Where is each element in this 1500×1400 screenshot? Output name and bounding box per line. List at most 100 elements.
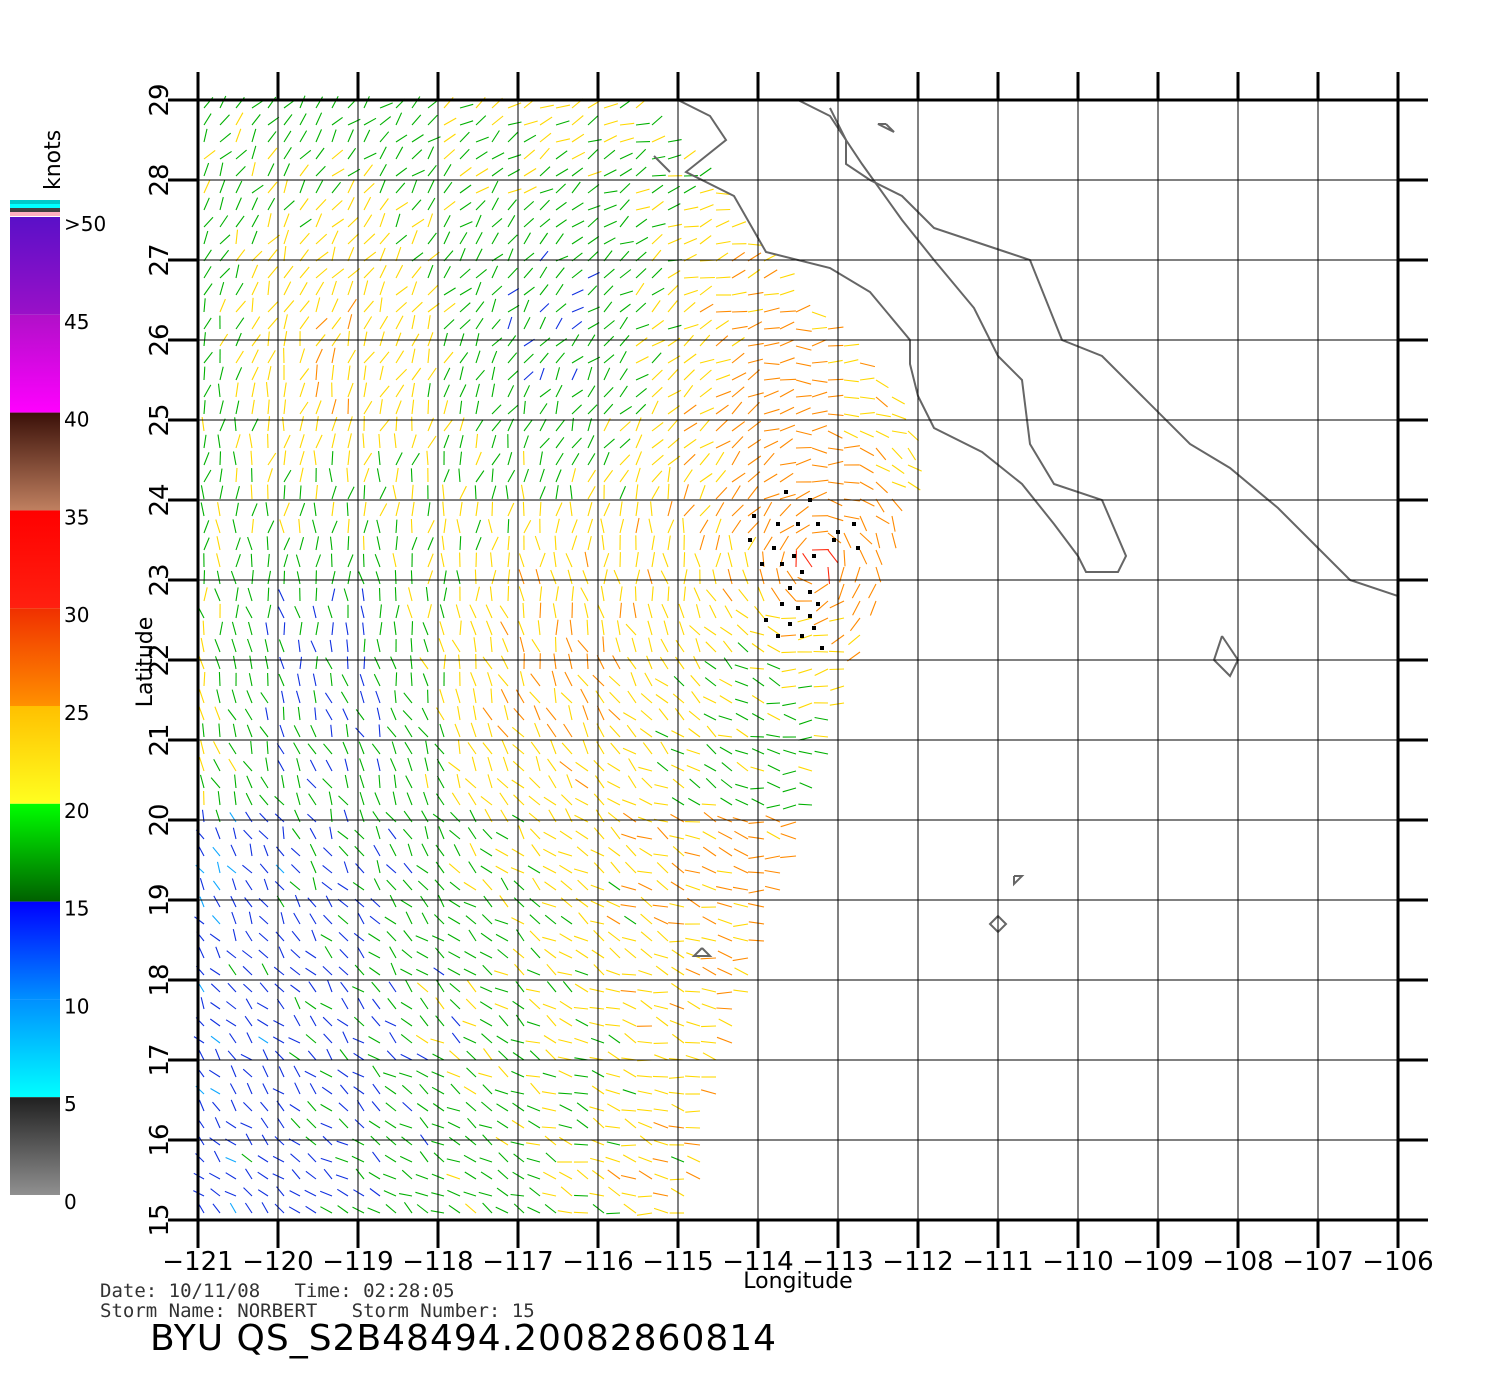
wind-vector <box>733 902 749 908</box>
wind-vector <box>651 421 664 432</box>
wind-vector <box>859 532 873 545</box>
wind-vector <box>849 617 861 632</box>
wind-vector <box>331 230 339 245</box>
wind-vector <box>232 928 237 942</box>
wind-vector <box>203 216 214 228</box>
wind-vector <box>423 639 429 653</box>
wind-vector <box>395 234 408 245</box>
wind-vector <box>701 988 717 993</box>
wind-vector <box>701 1003 717 1010</box>
wind-vector <box>297 639 301 653</box>
wind-vector <box>602 636 605 653</box>
wind-vector <box>605 1125 621 1129</box>
wind-vector <box>384 1154 397 1163</box>
wind-vector <box>458 654 461 670</box>
wind-vector <box>859 412 875 415</box>
wind-vector <box>392 791 397 806</box>
wind-vector <box>543 1035 557 1044</box>
wind-vector <box>507 215 516 228</box>
wind-vector <box>610 861 621 874</box>
wind-vector <box>294 894 301 908</box>
wind-vector <box>479 848 493 857</box>
wind-vector <box>667 223 683 228</box>
wind-vector <box>347 196 355 211</box>
wind-vector <box>699 534 705 551</box>
wind-vector <box>427 332 434 347</box>
wind-vector <box>685 1126 701 1129</box>
wind-vector <box>214 706 221 721</box>
wind-vector <box>379 265 387 279</box>
wind-vector <box>379 232 390 245</box>
wind-vector <box>446 1071 461 1078</box>
wind-vector <box>747 438 762 449</box>
wind-vector <box>490 552 493 568</box>
wind-vector <box>211 915 221 925</box>
wind-vector <box>603 403 614 415</box>
wind-vector <box>325 709 333 721</box>
wind-vector <box>289 881 301 891</box>
wind-vector <box>283 622 286 636</box>
wind-vector <box>259 794 269 806</box>
wind-vector <box>603 169 617 177</box>
wind-vector <box>546 723 557 738</box>
wind-vector <box>491 383 496 398</box>
wind-vector <box>717 967 733 976</box>
wind-vector <box>214 588 221 602</box>
wind-vector <box>309 759 317 772</box>
wind-vector <box>827 430 843 439</box>
wind-vector <box>267 116 280 126</box>
wind-vector <box>699 235 712 245</box>
wind-vector <box>213 741 221 755</box>
wind-vector <box>245 930 253 942</box>
wind-vector <box>219 366 224 381</box>
wind-vector <box>720 797 733 806</box>
coastline-segment <box>1013 875 1025 887</box>
wind-vector <box>571 133 585 143</box>
wind-vector <box>231 911 237 925</box>
wind-vector <box>554 636 557 653</box>
wind-vector <box>371 981 381 993</box>
wind-vector <box>685 990 701 993</box>
wind-vector <box>242 1068 253 1078</box>
wind-vector <box>685 968 701 976</box>
wind-vector <box>526 1105 541 1112</box>
wind-vector <box>299 198 309 211</box>
wind-vector <box>345 724 349 738</box>
wind-vector <box>267 181 278 194</box>
wind-vector <box>235 128 242 143</box>
wind-vector <box>763 473 778 483</box>
wind-vector <box>425 740 429 755</box>
wind-vector <box>331 570 336 585</box>
wind-vector <box>277 1117 285 1129</box>
wind-vector <box>747 420 762 432</box>
wind-vector <box>491 180 499 194</box>
wind-vector <box>770 587 781 602</box>
wind-vector <box>235 367 243 381</box>
wind-vector <box>875 413 891 418</box>
wind-vector <box>667 237 682 245</box>
wind-vector <box>747 243 764 246</box>
wind-vector <box>619 215 629 228</box>
wind-vector <box>363 267 375 279</box>
wind-vector <box>683 301 696 313</box>
lat-tick-label: 24 <box>145 483 175 516</box>
wind-vector <box>684 851 701 857</box>
wind-vector <box>341 997 349 1010</box>
wind-vector <box>491 130 500 143</box>
wind-vector <box>615 637 621 653</box>
wind-vector <box>353 1189 365 1197</box>
wind-vector <box>491 569 497 585</box>
wind-vector <box>529 691 541 704</box>
colorbar-band <box>10 999 60 1098</box>
wind-vector <box>530 741 541 755</box>
wind-vector <box>859 377 875 381</box>
wind-vector <box>325 657 333 670</box>
wind-vector <box>434 743 445 755</box>
wind-vector <box>363 214 373 228</box>
wind-vector <box>422 673 429 687</box>
wind-vector <box>522 501 525 517</box>
wind-vector <box>374 792 381 806</box>
wind-vector <box>656 862 669 874</box>
wind-vector <box>507 385 515 398</box>
wind-vector <box>575 830 589 840</box>
